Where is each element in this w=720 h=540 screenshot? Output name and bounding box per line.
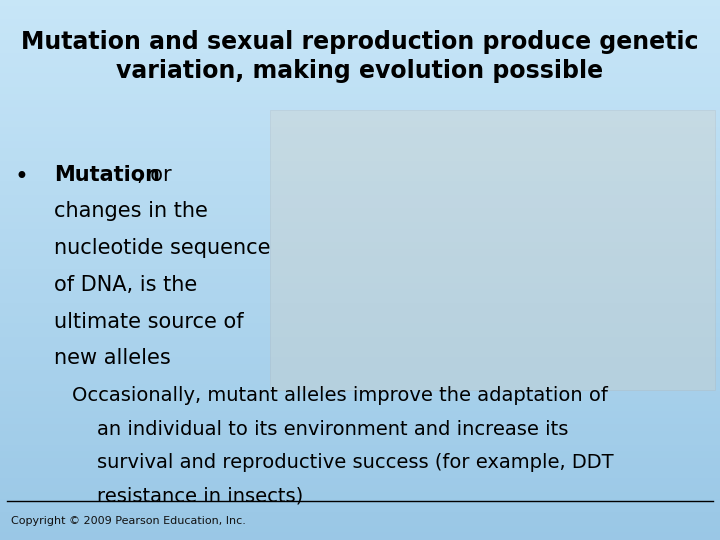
Bar — [0, 87, 720, 94]
Bar — [0, 141, 720, 149]
Bar — [0, 446, 720, 453]
Text: an individual to its environment and increase its: an individual to its environment and inc… — [72, 420, 568, 438]
Bar — [0, 519, 720, 526]
Bar — [0, 459, 720, 465]
Bar — [0, 351, 720, 357]
Text: , or: , or — [137, 165, 171, 185]
Bar — [0, 27, 720, 33]
Bar — [0, 40, 720, 47]
Bar — [0, 20, 720, 27]
Text: nucleotide sequence: nucleotide sequence — [54, 238, 271, 258]
Bar — [0, 345, 720, 351]
Text: changes in the: changes in the — [54, 201, 208, 221]
Bar — [0, 122, 720, 128]
Bar — [0, 310, 720, 317]
Bar — [0, 33, 720, 40]
Bar — [0, 74, 720, 81]
Bar — [0, 513, 720, 519]
Bar — [0, 317, 720, 324]
Bar — [0, 276, 720, 284]
Bar — [0, 534, 720, 540]
Bar — [0, 60, 720, 68]
Text: •: • — [14, 165, 28, 188]
Bar — [0, 452, 720, 459]
Bar — [0, 493, 720, 500]
Bar — [0, 115, 720, 122]
Bar — [0, 6, 720, 14]
Text: Mutation and sexual reproduction produce genetic
variation, making evolution pos: Mutation and sexual reproduction produce… — [22, 30, 698, 83]
Bar — [0, 168, 720, 176]
Bar — [0, 195, 720, 202]
Bar — [0, 256, 720, 263]
Bar — [0, 249, 720, 256]
Bar — [0, 303, 720, 310]
Text: resistance in insects): resistance in insects) — [72, 487, 303, 505]
Bar — [0, 392, 720, 399]
Bar — [0, 81, 720, 87]
Bar — [0, 0, 720, 6]
Text: survival and reproductive success (for example, DDT: survival and reproductive success (for e… — [72, 453, 613, 472]
Bar — [0, 148, 720, 156]
Bar — [0, 526, 720, 534]
Text: of DNA, is the: of DNA, is the — [54, 275, 197, 295]
Bar — [0, 418, 720, 426]
Bar — [0, 108, 720, 115]
Bar — [0, 263, 720, 270]
Bar — [0, 399, 720, 405]
Text: ultimate source of: ultimate source of — [54, 312, 243, 332]
Bar — [0, 500, 720, 507]
Bar — [0, 507, 720, 513]
Bar — [0, 480, 720, 486]
Bar — [0, 284, 720, 291]
Bar — [0, 432, 720, 438]
Text: Mutation: Mutation — [54, 165, 160, 185]
Bar — [0, 372, 720, 378]
Bar — [0, 472, 720, 480]
Bar — [0, 324, 720, 330]
Bar — [0, 405, 720, 411]
Text: new alleles: new alleles — [54, 348, 171, 368]
Bar — [0, 243, 720, 249]
Bar — [0, 364, 720, 372]
Bar — [270, 110, 715, 390]
Bar — [0, 156, 720, 162]
Bar — [0, 176, 720, 183]
Bar — [0, 68, 720, 74]
Bar — [0, 270, 720, 276]
Bar — [0, 209, 720, 216]
Bar — [0, 338, 720, 345]
Bar — [0, 47, 720, 54]
Bar — [0, 378, 720, 384]
Bar — [0, 411, 720, 418]
Bar — [0, 222, 720, 230]
Bar — [0, 94, 720, 102]
Bar — [0, 135, 720, 141]
Bar — [0, 54, 720, 60]
Bar — [0, 14, 720, 20]
Bar — [0, 102, 720, 108]
Bar — [0, 330, 720, 338]
Bar — [0, 384, 720, 391]
Bar — [0, 438, 720, 445]
Bar — [0, 230, 720, 237]
Bar — [0, 162, 720, 168]
Bar — [0, 237, 720, 243]
Bar — [0, 189, 720, 195]
Bar — [0, 183, 720, 189]
Bar — [0, 202, 720, 209]
Bar — [0, 486, 720, 492]
Bar — [0, 465, 720, 472]
Bar — [0, 426, 720, 432]
Text: Copyright © 2009 Pearson Education, Inc.: Copyright © 2009 Pearson Education, Inc. — [11, 516, 246, 526]
Text: Occasionally, mutant alleles improve the adaptation of: Occasionally, mutant alleles improve the… — [72, 386, 608, 405]
Bar — [0, 297, 720, 303]
Bar — [0, 291, 720, 297]
Bar — [0, 128, 720, 135]
Bar — [0, 358, 720, 365]
Bar — [0, 216, 720, 222]
